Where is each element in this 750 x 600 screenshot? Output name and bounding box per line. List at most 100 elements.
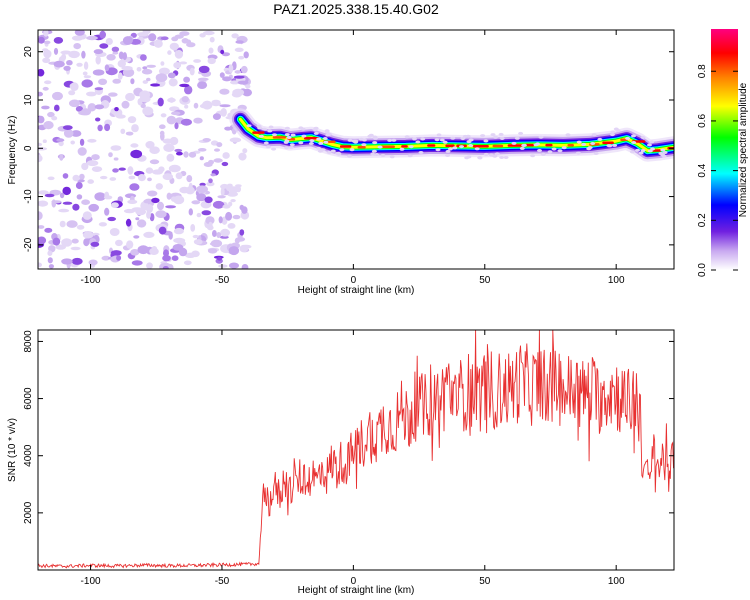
noise-blob [71,35,84,41]
noise-blob [130,143,139,148]
noise-blob [87,179,94,184]
noise-blob [218,264,228,268]
signal-speckle [372,141,378,145]
signal-speckle [257,126,263,130]
snr-x-tick-label: 50 [479,576,491,587]
noise-blob [44,227,53,233]
noise-blob [60,50,72,55]
signal-speckle [530,154,536,158]
noise-blob [131,207,143,212]
noise-blob [81,162,89,171]
noise-blob [38,190,49,195]
noise-blob [41,105,50,110]
noise-blob [183,260,192,266]
signal-speckle [283,140,289,144]
signal-speckle [514,136,520,140]
signal-speckle [597,137,603,141]
spectrogram-x-tick-label: -100 [81,275,101,286]
signal-speckle [435,148,441,152]
noise-blob [173,195,185,205]
noise-blob [192,234,199,239]
signal-speckle [316,137,322,141]
noise-blob [174,122,179,130]
noise-blob [171,255,179,261]
noise-blob [95,55,101,65]
noise-blob [100,175,108,180]
noise-blob [38,154,43,163]
noise-blob [86,160,99,167]
noise-blob [129,183,140,191]
noise-blob [179,31,190,36]
noise-blob [219,88,230,95]
noise-blob [38,236,47,245]
signal-speckle [367,134,373,138]
spectrogram-y-axis-label: Frequency (Hz) [7,116,18,185]
noise-blob [189,67,195,76]
noise-blob [176,151,183,156]
noise-blob [199,33,206,38]
noise-blob [232,214,241,220]
signal-speckle [372,135,378,139]
signal-speckle [412,137,417,141]
noise-blob [120,128,126,134]
colorbar-tick-label: 0.2 [697,213,708,227]
noise-blob [93,49,104,55]
signal-speckle [347,138,353,142]
signal-speckle [537,149,542,152]
noise-blob [92,69,105,76]
noise-blob [183,76,191,83]
noise-blob [43,121,54,130]
noise-blob [61,258,73,265]
signal-speckle [289,143,295,147]
noise-blob [158,226,167,235]
noise-blob [107,216,116,222]
signal-speckle [575,151,581,155]
noise-blob [71,257,83,265]
noise-blob [239,204,245,211]
signal-speckle [590,142,596,145]
noise-blob [105,38,113,45]
signal-speckle [389,155,395,159]
noise-blob [38,262,42,268]
noise-region [38,30,253,269]
noise-blob [160,113,167,118]
noise-blob [70,130,82,137]
signal-speckle [477,156,483,159]
signal-speckle [361,143,367,147]
noise-blob [53,37,64,44]
noise-blob [91,166,103,173]
signal-speckle [450,136,456,140]
noise-blob [38,211,43,221]
noise-blob [198,65,210,74]
noise-blob [43,49,52,59]
signal-speckle [613,127,619,131]
noise-blob [145,204,154,213]
snr-y-tick-label: 6000 [23,387,34,410]
noise-blob [97,124,103,132]
noise-blob [221,161,229,167]
noise-blob [188,182,193,192]
signal-speckle [320,148,326,152]
signal-speckle [370,152,376,156]
spectrogram-area [38,30,674,269]
snr-x-tick-label: -100 [81,576,101,587]
noise-blob [75,181,83,190]
signal-speckle [420,137,426,141]
signal-speckle [326,150,332,154]
noise-blob [208,178,213,184]
noise-blob [155,73,168,82]
signal-speckle [649,140,655,144]
noise-blob [83,75,92,79]
signal-speckle [503,156,509,159]
noise-blob [222,204,231,209]
noise-blob [136,219,147,228]
noise-blob [148,33,157,42]
signal-speckle [447,147,453,151]
signal-speckle [459,145,464,149]
noise-blob [168,164,181,173]
noise-blob [38,68,45,77]
noise-blob [82,71,88,76]
noise-blob [238,55,245,60]
snr-y-axis-label: SNR (10 * v/v) [7,418,18,482]
noise-blob [62,201,73,205]
